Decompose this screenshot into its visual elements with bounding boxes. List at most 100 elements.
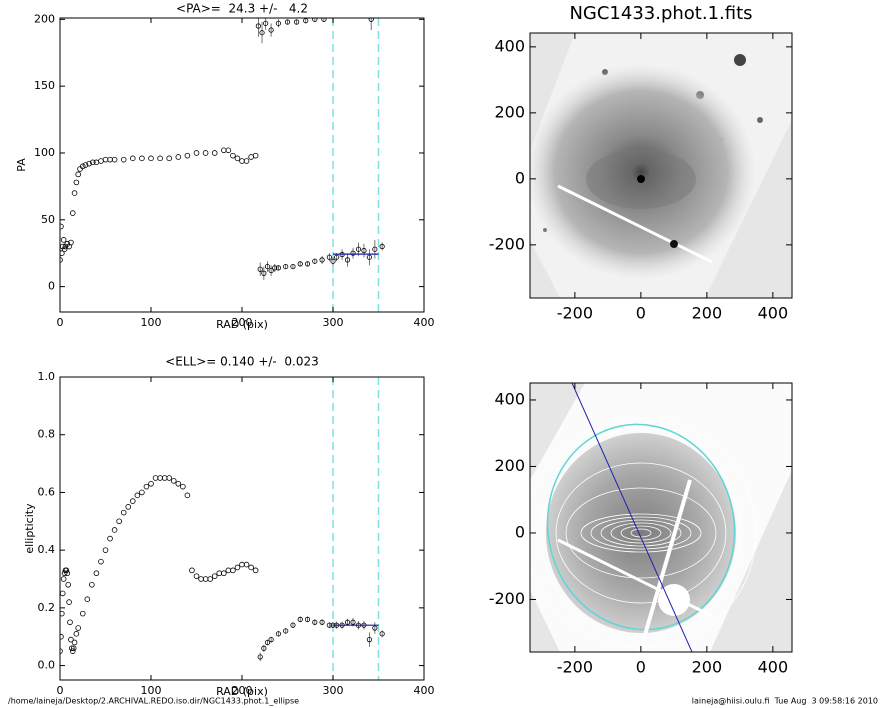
y-tick-label: 400 — [494, 36, 525, 55]
point — [252, 567, 259, 574]
point — [64, 570, 71, 577]
plot-area — [60, 18, 385, 312]
y-tick-label: 1.0 — [38, 370, 56, 383]
point — [170, 478, 177, 484]
point — [263, 20, 269, 26]
point — [230, 567, 236, 574]
y-tick-label: 150 — [34, 79, 55, 92]
point — [330, 258, 336, 264]
point — [304, 261, 311, 267]
chart-title: <ELL>= 0.140 +/- 0.023 — [165, 355, 319, 369]
point — [66, 599, 72, 605]
point — [148, 155, 154, 162]
point — [69, 645, 75, 652]
point — [89, 581, 95, 588]
point — [326, 622, 332, 628]
point — [65, 581, 71, 588]
point — [60, 576, 67, 582]
point — [379, 631, 385, 637]
x-tick-label: 400 — [414, 684, 435, 697]
point — [211, 150, 218, 156]
point — [68, 636, 74, 643]
point — [84, 596, 91, 602]
point — [143, 483, 150, 490]
y-tick-label: -200 — [489, 234, 525, 253]
y-tick-label: 200 — [34, 12, 55, 25]
point — [350, 619, 356, 625]
point — [107, 535, 113, 542]
point — [75, 171, 81, 178]
point — [102, 547, 109, 553]
point — [202, 150, 209, 156]
point — [69, 648, 76, 654]
point — [355, 246, 362, 252]
axes-frame — [59, 17, 425, 313]
point — [60, 648, 63, 654]
x-tick-label: 100 — [141, 684, 162, 697]
point — [82, 162, 89, 168]
point — [248, 564, 254, 571]
point — [268, 27, 274, 33]
y-tick-label: 0.4 — [38, 543, 56, 556]
point — [264, 263, 271, 270]
y-tick-label: 0.8 — [38, 428, 56, 441]
point — [372, 246, 378, 252]
point — [221, 570, 227, 577]
y-tick-label: 0 — [515, 522, 525, 541]
point — [225, 567, 232, 574]
point — [207, 576, 213, 582]
point — [261, 645, 267, 651]
plot-area — [60, 377, 385, 680]
y-tick-label: -200 — [489, 589, 525, 608]
point — [312, 18, 318, 22]
point — [221, 147, 227, 154]
point — [130, 155, 136, 162]
point — [139, 489, 145, 496]
point — [125, 504, 132, 510]
point — [275, 20, 281, 26]
point — [290, 263, 296, 270]
point — [93, 159, 100, 166]
point — [98, 558, 104, 565]
point — [63, 567, 70, 574]
point — [89, 159, 96, 166]
point — [98, 158, 104, 164]
y-tick-label: 0 — [48, 280, 55, 293]
point — [350, 250, 356, 256]
point — [120, 156, 127, 163]
point — [283, 263, 289, 270]
x-axis-label: RAD (pix) — [216, 318, 268, 331]
x-tick-label: -200 — [557, 658, 593, 677]
point — [73, 631, 80, 637]
point — [361, 247, 367, 254]
y-tick-label: 0.2 — [38, 601, 56, 614]
point — [60, 610, 65, 617]
y-tick-label: 50 — [41, 213, 55, 226]
axes-frame — [529, 382, 793, 653]
point — [275, 631, 281, 637]
point — [69, 210, 76, 216]
point — [111, 527, 118, 533]
point — [148, 480, 154, 487]
point — [344, 619, 351, 625]
point — [304, 616, 311, 623]
point — [297, 616, 303, 623]
x-tick-label: 0 — [636, 304, 646, 323]
point — [184, 152, 191, 159]
point — [111, 156, 118, 163]
point — [275, 265, 281, 271]
point — [243, 158, 250, 164]
point — [252, 152, 259, 159]
point — [321, 18, 327, 22]
point — [152, 475, 159, 481]
point — [60, 223, 64, 230]
x-tick-label: 0 — [57, 316, 64, 329]
point — [284, 19, 291, 25]
x-tick-label: 200 — [692, 658, 723, 677]
contour-image — [530, 383, 792, 652]
point — [120, 509, 127, 516]
point — [312, 619, 318, 625]
point — [161, 475, 168, 481]
point — [60, 237, 67, 243]
